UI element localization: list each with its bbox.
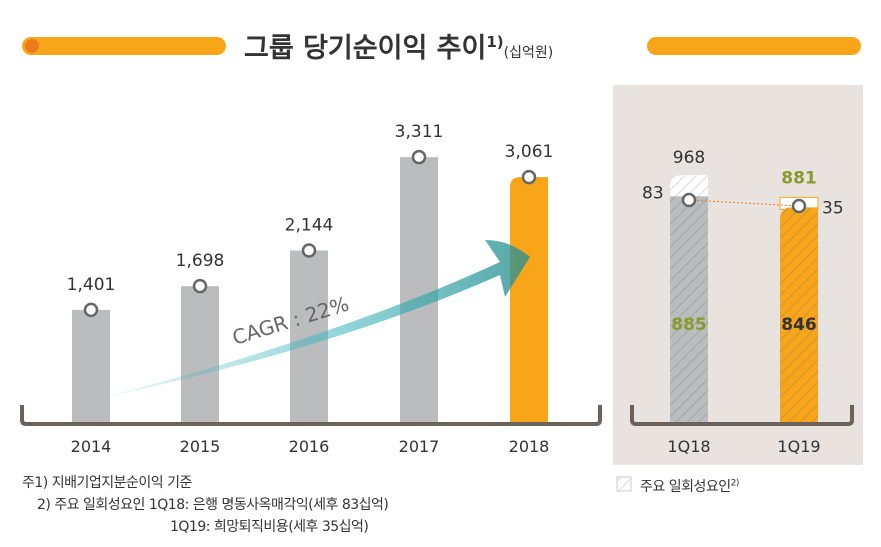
bar-hatch-1Q18: [670, 196, 708, 422]
title-text: 그룹 당기순이익 추이: [244, 33, 487, 64]
one-off-label-1Q18: 83: [642, 183, 664, 203]
main-value-1Q19: 846: [781, 315, 817, 335]
legend-text: 주요 일회성요인: [640, 479, 731, 495]
tick-label-2018: 2018: [509, 437, 550, 456]
tick-label-1Q18: 1Q18: [667, 437, 710, 456]
marker-2016: [301, 243, 317, 258]
bar-2015: [181, 286, 219, 422]
axis-bracket-left: [20, 405, 602, 426]
bar-2018: [510, 177, 548, 422]
marker-2018: [521, 169, 537, 185]
title-sup: 1): [486, 33, 504, 51]
value-label-2018: 3,061: [505, 142, 554, 162]
total-label-1Q19: 881: [781, 168, 817, 188]
value-label-2017: 3,311: [395, 122, 444, 142]
bar-2017: [400, 157, 438, 422]
title-bar-left: [22, 37, 226, 55]
legend-label: 주요 일회성요인2): [640, 476, 739, 496]
legend-sup: 2): [730, 478, 740, 489]
note-2: 2) 주요 일회성요인 1Q18: 은행 명동사옥매각익(세후 83십억): [37, 497, 389, 513]
note-1: 주1) 지배기업지분순이익 기준: [22, 475, 192, 491]
legend-swatch: [616, 476, 632, 492]
marker-1Q18: [681, 192, 697, 208]
tick-label-1Q19: 1Q19: [777, 437, 820, 456]
value-label-2015: 1,698: [176, 251, 225, 271]
axis-bracket-right: [630, 405, 854, 426]
bar-hatch-1Q19: [780, 207, 818, 422]
marker-2017: [411, 149, 427, 165]
tick-label-2017: 2017: [399, 437, 440, 456]
marker-2015: [192, 278, 208, 294]
one-off-hatch-1Q18: [670, 175, 708, 197]
tick-label-2015: 2015: [180, 437, 221, 456]
value-label-2014: 1,401: [67, 275, 116, 295]
total-label-1Q18: 968: [673, 148, 705, 168]
chart-title: 그룹 당기순이익 추이1)(십억원): [244, 26, 553, 65]
tick-label-2016: 2016: [289, 437, 330, 456]
title-bar-right: [647, 37, 861, 55]
bar-2014: [72, 309, 110, 422]
one-off-label-1Q19: 35: [822, 198, 844, 218]
tick-label-2014: 2014: [71, 437, 112, 456]
marker-2014: [83, 302, 99, 318]
value-label-2016: 2,144: [285, 215, 334, 235]
main-value-1Q18: 885: [671, 315, 707, 335]
marker-1Q19: [791, 198, 807, 214]
quarter-panel: [613, 85, 863, 465]
title-dot: [25, 39, 39, 53]
note-3: 1Q19: 희망퇴직비용(세후 35십억): [170, 519, 369, 535]
title-unit: (십억원): [503, 45, 554, 61]
bar-2016: [290, 250, 328, 422]
